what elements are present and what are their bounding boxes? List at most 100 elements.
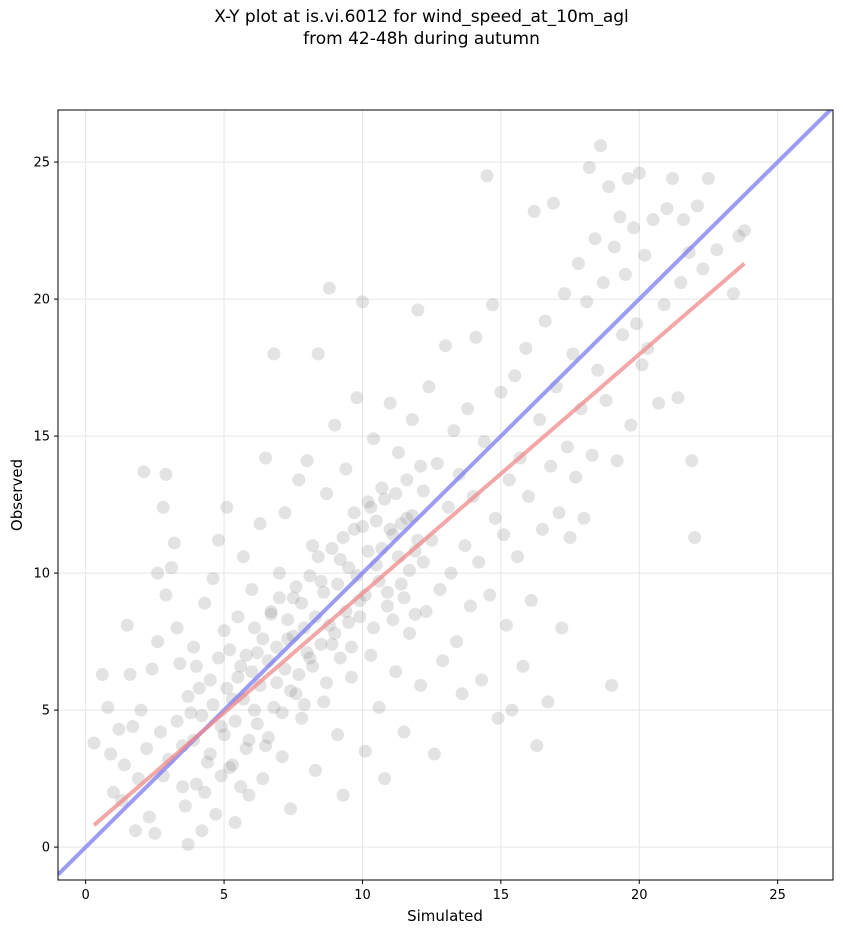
data-point [134,703,148,717]
data-point [317,585,331,599]
data-point [671,391,685,405]
x-tick-label: 10 [354,888,371,903]
data-point [148,826,162,840]
y-tick-label: 0 [42,841,50,856]
data-point [419,605,433,618]
data-point [206,572,220,586]
data-point [469,330,483,344]
data-point [422,380,436,394]
data-point [306,659,320,673]
data-point [181,837,195,851]
data-point [328,626,342,640]
data-point [364,648,378,662]
data-point [397,591,411,605]
data-point [638,248,652,262]
x-tick-label: 15 [493,888,510,903]
data-point [195,824,209,838]
data-point [173,657,187,670]
data-point [203,673,217,687]
data-point [582,161,596,174]
data-point [416,555,430,569]
data-point [544,459,558,473]
data-point [530,739,544,753]
data-point [414,459,428,473]
x-tick-label: 25 [769,888,786,903]
data-point [236,550,250,564]
data-point [408,544,422,558]
data-point [106,785,120,799]
data-point [333,552,347,566]
data-point [259,451,273,465]
data-point [325,637,339,651]
data-point [439,339,452,353]
data-point [178,799,192,813]
data-point [264,607,278,621]
data-point [95,668,109,681]
data-point [220,500,234,514]
data-point [176,780,190,794]
data-point [248,703,261,717]
data-point [206,698,220,712]
data-point [558,287,571,301]
data-point [181,689,195,703]
data-point [571,257,585,270]
data-point [344,640,358,654]
data-point [463,599,477,613]
identity-line [58,110,833,876]
y-axis-ticks: 0 5 10 15 20 25 [33,156,58,856]
data-point [261,731,275,744]
data-point [635,358,649,372]
data-point [519,341,533,355]
data-point [270,640,284,654]
data-point [701,172,715,185]
data-point [486,298,500,312]
data-point [189,659,203,673]
data-point [380,585,394,599]
data-point [184,706,198,720]
data-point [239,742,253,755]
data-point [591,363,605,377]
data-point [112,722,126,736]
data-point [674,276,688,290]
data-point [189,777,203,791]
data-point [533,413,547,427]
data-point [201,755,214,769]
data-point [234,780,248,794]
data-point [408,607,422,621]
data-point [369,514,383,528]
data-point [483,588,497,602]
data-point [552,506,566,520]
data-point [198,596,212,610]
data-point [117,758,131,772]
data-point [502,473,516,487]
data-point [505,703,519,717]
data-point [239,648,253,662]
data-point [356,520,369,533]
data-point [250,717,264,731]
data-point [187,640,201,654]
data-point [414,678,428,692]
data-point [250,646,264,660]
data-point [511,550,524,564]
data-point [403,563,416,577]
data-point [394,517,408,531]
data-point [378,772,392,786]
data-point [220,681,234,695]
data-point [272,566,286,580]
data-point [339,462,353,476]
data-point [710,243,724,257]
data-point [411,303,425,317]
x-axis-ticks: 0 5 10 15 20 25 [82,880,786,903]
data-point [270,676,284,690]
data-point [427,747,441,761]
data-point [275,750,289,764]
data-point [577,511,591,525]
data-point [488,511,502,525]
data-point [123,668,137,681]
data-point [685,454,699,468]
data-point [403,626,416,640]
data-point [284,802,297,816]
data-point [499,618,513,632]
y-tick-label: 20 [33,293,50,308]
data-point [588,232,602,246]
